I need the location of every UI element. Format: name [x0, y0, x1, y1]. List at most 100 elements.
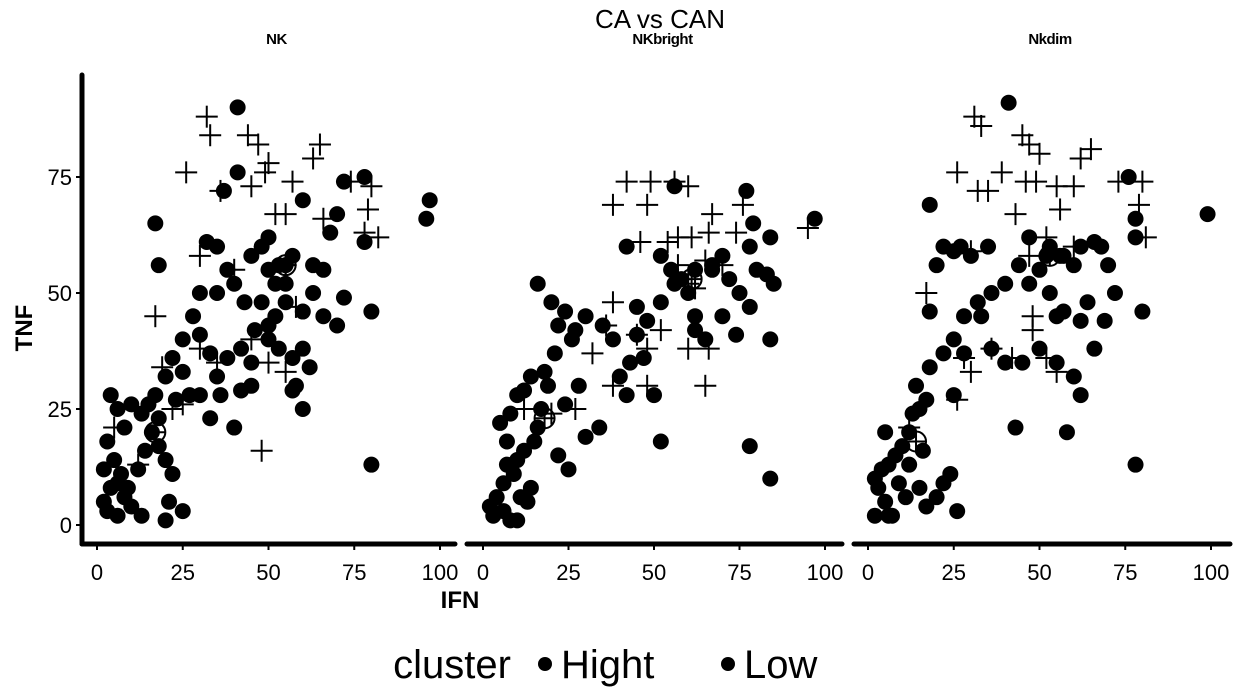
point-hight — [1032, 341, 1048, 357]
y-tick-label: 50 — [48, 281, 72, 306]
point-hight — [499, 433, 515, 449]
x-tick-label: 0 — [862, 560, 874, 585]
point-low — [980, 338, 1002, 360]
point-hight — [591, 420, 607, 436]
point-hight — [1073, 313, 1089, 329]
point-hight — [158, 512, 174, 528]
x-tick-label: 50 — [256, 560, 280, 585]
point-hight — [230, 164, 246, 180]
y-axis-label: TNF — [11, 305, 38, 352]
point-low — [616, 171, 638, 193]
point-low — [1080, 138, 1102, 160]
point-hight — [911, 480, 927, 496]
centroid-marker — [1040, 246, 1060, 266]
point-hight — [550, 317, 566, 333]
point-hight — [870, 480, 886, 496]
point-hight — [942, 466, 958, 482]
point-low — [677, 175, 699, 197]
point-hight — [1100, 257, 1116, 273]
point-hight — [1021, 229, 1037, 245]
point-hight — [123, 498, 139, 514]
point-hight — [99, 433, 115, 449]
point-hight — [103, 387, 119, 403]
point-hight — [550, 447, 566, 463]
point-hight — [537, 364, 553, 380]
point-hight — [96, 494, 112, 510]
point-hight — [418, 211, 434, 227]
point-hight — [922, 359, 938, 375]
point-hight — [762, 229, 778, 245]
x-tick-label: 50 — [1027, 560, 1051, 585]
point-low — [264, 203, 286, 225]
point-low — [209, 180, 231, 202]
point-hight — [422, 192, 438, 208]
legend-key-hight-marker — [538, 657, 552, 671]
point-low — [581, 342, 603, 364]
point-hight — [970, 294, 986, 310]
point-low — [602, 291, 624, 313]
point-hight — [908, 378, 924, 394]
point-hight — [175, 364, 191, 380]
point-hight — [877, 494, 893, 510]
point-hight — [653, 433, 669, 449]
x-tick-label: 25 — [942, 560, 966, 585]
panel-nkbright: NKbright0255075100 — [467, 31, 843, 585]
legend: cluster Hight Low — [393, 643, 817, 687]
point-hight — [639, 313, 655, 329]
point-low — [725, 222, 747, 244]
point-hight — [151, 438, 167, 454]
point-hight — [721, 271, 737, 287]
point-low — [1029, 143, 1051, 165]
point-hight — [732, 285, 748, 301]
centroid-marker — [276, 255, 296, 275]
x-tick-label: 100 — [422, 560, 459, 585]
point-low — [251, 440, 273, 462]
point-hight — [271, 341, 287, 357]
point-hight — [898, 489, 914, 505]
point-low — [991, 161, 1013, 183]
point-hight — [322, 225, 338, 241]
point-low — [701, 203, 723, 225]
point-hight — [742, 239, 758, 255]
point-hight — [106, 452, 122, 468]
point-hight — [1086, 341, 1102, 357]
point-hight — [499, 457, 515, 473]
point-low — [237, 124, 259, 146]
point-hight — [929, 257, 945, 273]
point-low — [1022, 305, 1044, 327]
point-hight — [543, 294, 559, 310]
point-hight — [561, 461, 577, 477]
point-hight — [226, 420, 242, 436]
point-hight — [905, 406, 921, 422]
point-hight — [247, 322, 263, 338]
chart-title: CA vs CAN — [595, 4, 725, 34]
point-low — [357, 198, 379, 220]
point-hight — [192, 285, 208, 301]
centroid-marker — [535, 408, 555, 428]
x-axis-label: IFN — [441, 587, 480, 614]
point-hight — [295, 341, 311, 357]
point-hight — [147, 215, 163, 231]
point-low — [694, 375, 716, 397]
point-hight — [161, 494, 177, 510]
panel-title: Nkdim — [1028, 31, 1072, 48]
point-hight — [261, 317, 277, 333]
point-low — [677, 338, 699, 360]
point-hight — [110, 475, 126, 491]
point-hight — [315, 308, 331, 324]
y-tick-label: 25 — [48, 397, 72, 422]
y-tick-label: 75 — [48, 165, 72, 190]
point-low — [636, 194, 658, 216]
point-hight — [1021, 276, 1037, 292]
point-hight — [285, 382, 301, 398]
point-hight — [728, 327, 744, 343]
point-low — [247, 134, 269, 156]
point-hight — [653, 294, 669, 310]
x-tick-label: 25 — [556, 560, 580, 585]
point-hight — [302, 359, 318, 375]
point-hight — [807, 211, 823, 227]
point-low — [199, 124, 221, 146]
point-hight — [1001, 95, 1017, 111]
point-hight — [1080, 294, 1096, 310]
point-hight — [233, 382, 249, 398]
